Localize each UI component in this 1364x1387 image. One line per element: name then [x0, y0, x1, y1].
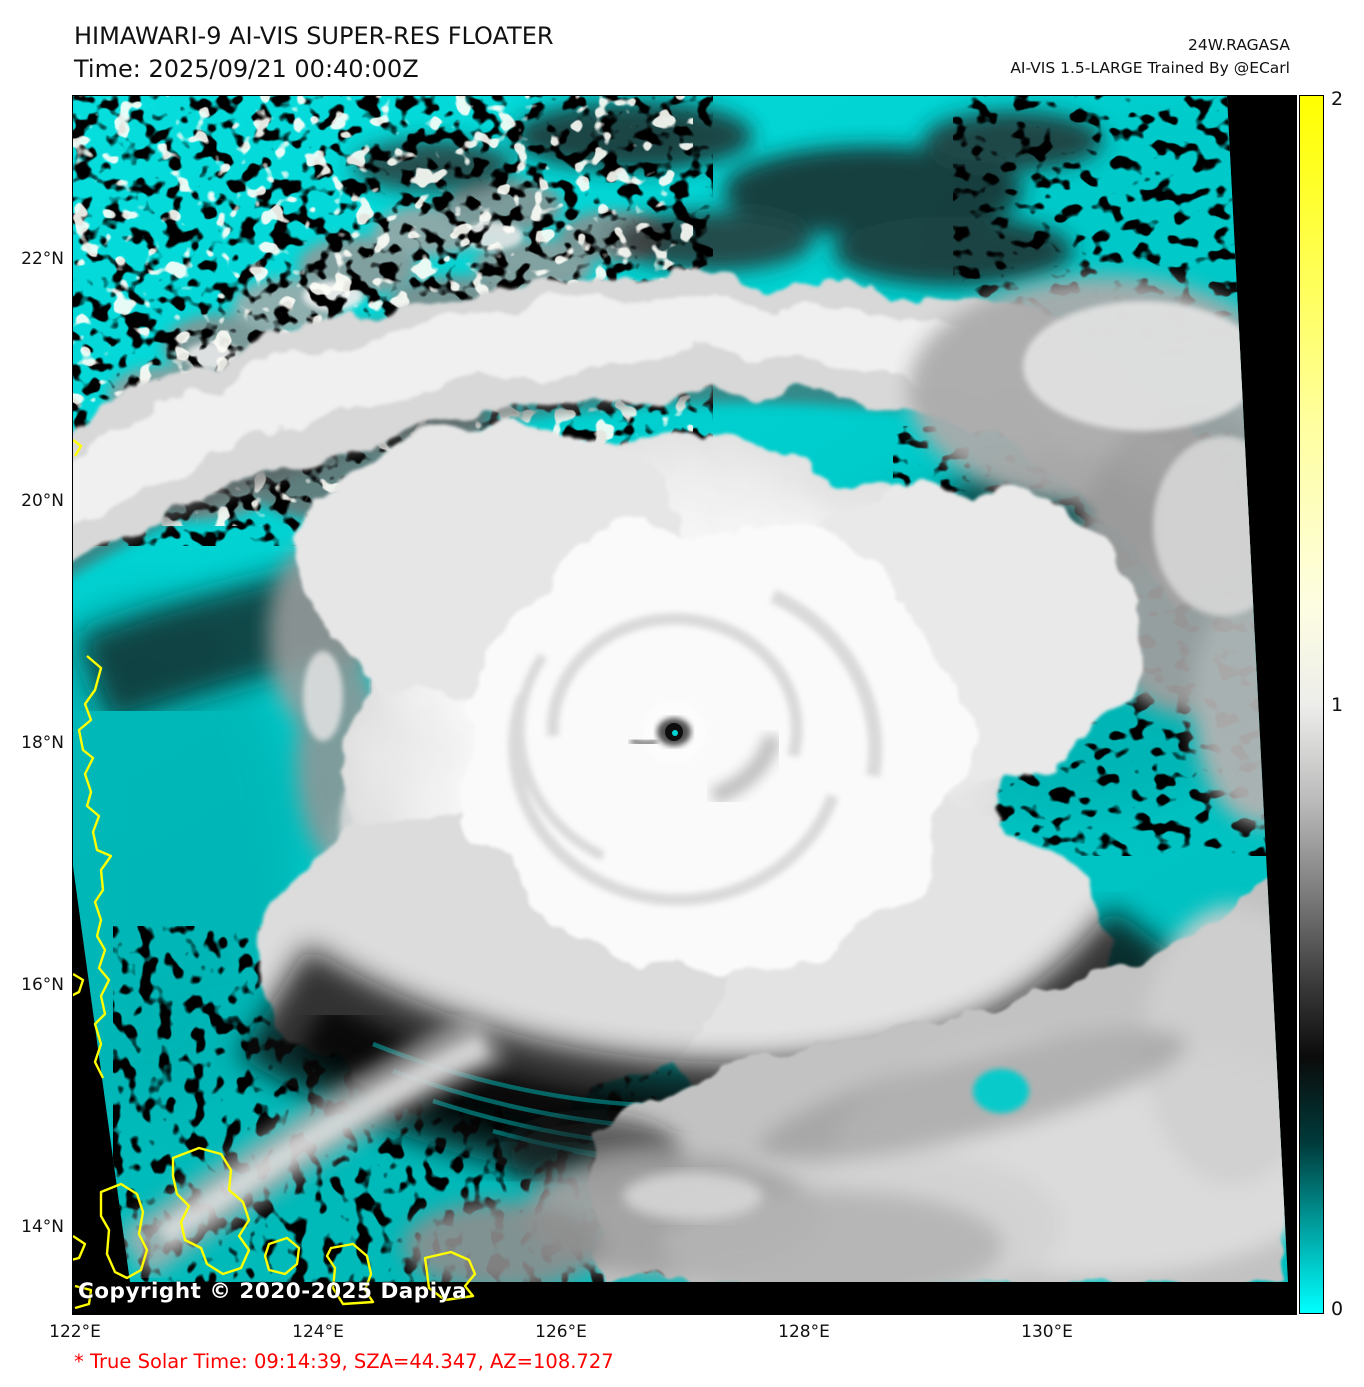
satellite-map: Copyright © 2020-2025 Dapiya	[72, 95, 1297, 1315]
colorbar-label-1: 1	[1331, 694, 1344, 716]
lat-label-22n: 22°N	[21, 249, 64, 269]
time-label: Time: 2025/09/21 00:40:00Z	[74, 55, 419, 83]
lon-label-122e: 122°E	[49, 1322, 101, 1342]
page-title: HIMAWARI-9 AI-VIS SUPER-RES FLOATER	[74, 22, 554, 50]
copyright-label: Copyright © 2020-2025 Dapiya	[78, 1279, 468, 1304]
lon-label-130e: 130°E	[1021, 1322, 1073, 1342]
typhoon-satellite-image	[73, 96, 1295, 1313]
lat-label-14n: 14°N	[21, 1217, 64, 1237]
coastline-overlay	[73, 439, 477, 1310]
lon-label-128e: 128°E	[778, 1322, 830, 1342]
header-block: HIMAWARI-9 AI-VIS SUPER-RES FLOATER Time…	[74, 20, 554, 86]
storm-id-label: 24W.RAGASA	[1187, 36, 1290, 54]
solar-time-note: * True Solar Time: 09:14:39, SZA=44.347,…	[74, 1350, 614, 1373]
lon-label-126e: 126°E	[535, 1322, 587, 1342]
colorbar-label-2: 2	[1331, 88, 1344, 110]
coastline-luzon	[77, 655, 113, 1079]
header-right-block: 24W.RAGASA AI-VIS 1.5-LARGE Trained By @…	[1010, 34, 1290, 80]
scan-data-region	[73, 96, 1288, 1282]
lon-label-124e: 124°E	[292, 1322, 344, 1342]
model-credit-label: AI-VIS 1.5-LARGE Trained By @ECarl	[1010, 59, 1290, 77]
lat-label-20n: 20°N	[21, 491, 64, 511]
lat-label-16n: 16°N	[21, 975, 64, 995]
colorbar-label-0: 0	[1331, 1298, 1344, 1320]
colorbar	[1299, 95, 1324, 1314]
lat-label-18n: 18°N	[21, 733, 64, 753]
typhoon-eye	[629, 701, 705, 763]
